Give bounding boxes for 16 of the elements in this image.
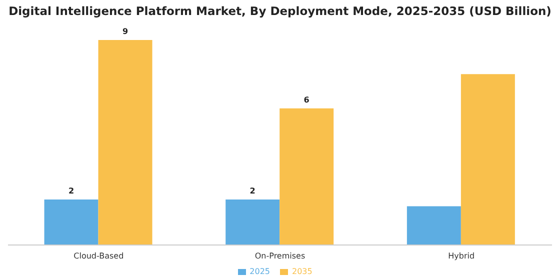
x-tick-label: Hybrid bbox=[448, 252, 475, 261]
bar bbox=[98, 40, 152, 245]
legend-label: 2035 bbox=[292, 267, 312, 276]
data-label: 2 bbox=[250, 186, 256, 196]
chart-title: Digital Intelligence Platform Market, By Deployment Mode, 2025-2035 (USD Billion) bbox=[8, 4, 552, 18]
bar bbox=[406, 206, 461, 245]
bar bbox=[44, 199, 98, 245]
bar bbox=[460, 74, 515, 245]
bar bbox=[280, 108, 334, 245]
data-label: 2 bbox=[68, 186, 74, 196]
data-label: 6 bbox=[304, 95, 310, 104]
bar bbox=[226, 199, 280, 245]
x-tick-label: Cloud-Based bbox=[74, 252, 124, 261]
x-tick-label: On-Premises bbox=[254, 252, 306, 261]
legend-label: 2025 bbox=[250, 267, 270, 276]
data-label: 9 bbox=[122, 27, 128, 36]
